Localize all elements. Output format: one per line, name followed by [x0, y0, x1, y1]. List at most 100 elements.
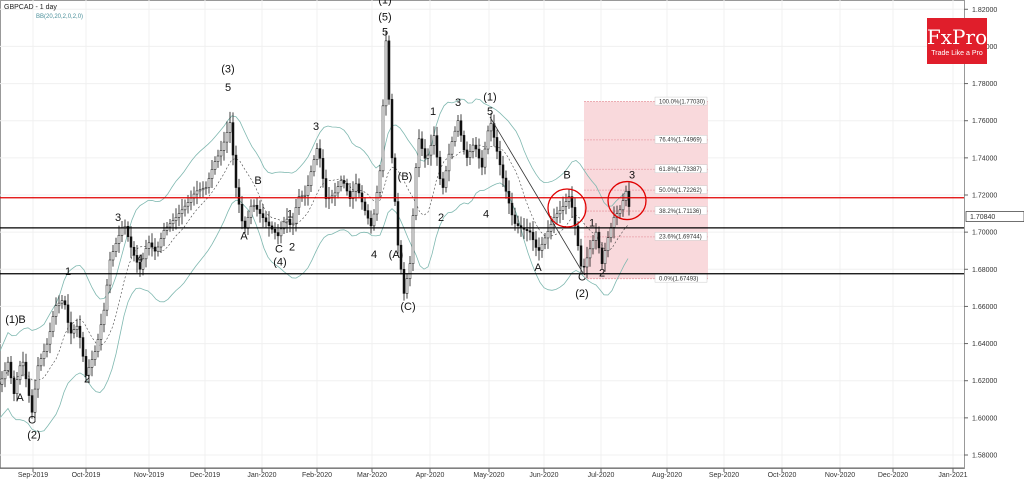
candle-body [288, 218, 292, 225]
fib-label-box [654, 96, 708, 106]
candle-body [30, 395, 34, 413]
wave-label: 5 [382, 26, 388, 38]
candle-body [66, 304, 70, 323]
candle-body [363, 201, 367, 211]
candle-body [405, 278, 409, 294]
candle-body [144, 248, 148, 260]
candle-body [573, 207, 577, 227]
candle-body [555, 213, 559, 218]
wave-label: 4 [137, 253, 143, 265]
candle-body [423, 148, 427, 159]
candle-body [483, 148, 487, 168]
fxpro-logo: FxPro Trade Like a Pro [927, 18, 987, 64]
wave-label: 2 [438, 212, 444, 224]
wave-label: A [16, 392, 24, 404]
candle-body [612, 217, 616, 228]
candle-body [147, 242, 151, 249]
candle-body [186, 202, 190, 207]
candle-body [408, 263, 412, 279]
candle-body [156, 246, 160, 252]
bollinger-upper [0, 98, 629, 352]
candle-body [558, 210, 562, 215]
candle-body [171, 220, 175, 225]
logo-background [927, 18, 987, 64]
candle-body [465, 149, 469, 158]
candle-body [480, 157, 484, 168]
wave-label: 3 [455, 97, 461, 109]
candle-body [351, 191, 355, 199]
candle-body [441, 178, 445, 188]
wave-label: C [28, 414, 36, 426]
candle-body [489, 123, 493, 132]
candle-body [141, 258, 145, 270]
candle-body [336, 186, 340, 194]
candle-body [594, 231, 598, 241]
candle-body [222, 141, 226, 151]
candle-body [297, 196, 301, 208]
wave-label: 1 [430, 106, 436, 118]
candle-body [339, 180, 343, 187]
candle-body [138, 262, 142, 270]
candle-body [354, 183, 358, 192]
current-price-label: 1.70840 [970, 214, 995, 221]
highlight-circle [547, 188, 587, 228]
fib-level-label: 23.6%(1.69744) [659, 235, 702, 241]
candle-body [324, 178, 328, 199]
candle-body [372, 213, 376, 227]
y-tick-label: 1.70000 [972, 230, 997, 237]
wave-label: 4 [483, 208, 489, 220]
candle-body [96, 339, 100, 352]
candle-body [537, 247, 541, 251]
candle-body [534, 239, 538, 248]
candle-body [570, 196, 574, 208]
candle-body [174, 217, 178, 221]
candle-body [165, 226, 169, 231]
candle-body [282, 221, 286, 230]
candle-body [129, 236, 133, 248]
y-tick-label: 1.58000 [972, 453, 997, 460]
candle-body [81, 337, 85, 357]
candle-body [99, 324, 103, 340]
fib-label-box [654, 206, 708, 215]
candle-body [495, 137, 499, 152]
candle-body [627, 191, 631, 207]
candle-body [456, 120, 460, 132]
candle-body [114, 243, 118, 252]
wave-label: B [18, 314, 25, 326]
candle-body [357, 183, 361, 194]
candle-body [261, 213, 265, 218]
wave-label: 2 [599, 268, 605, 280]
x-tick-label: Oct-2019 [72, 472, 101, 479]
candle-body [315, 148, 319, 160]
x-tick-label: Sep-2019 [18, 472, 48, 479]
fib-label-box [654, 232, 708, 241]
candle-body [12, 377, 16, 394]
candle-body [183, 205, 187, 211]
fib-label-box [654, 164, 708, 173]
logo-tagline: Trade Like a Pro [931, 50, 983, 57]
candle-body [531, 231, 535, 241]
x-tick-label: Dec-2020 [878, 472, 908, 479]
candle-body [498, 151, 502, 166]
fib-level-label: 100.0%(1.77030) [659, 99, 705, 105]
candle-body [504, 177, 508, 192]
candle-body [6, 361, 10, 371]
fib-level-label: 50.0%(1.72262) [659, 188, 702, 194]
x-tick-label: Nov-2019 [134, 472, 164, 479]
wave-label: 5 [487, 106, 493, 118]
wave-label: 4 [371, 249, 377, 261]
candle-body [411, 215, 415, 264]
x-tick-label: Apr-2020 [416, 472, 445, 479]
candle-body [510, 202, 514, 216]
candle-body [3, 370, 7, 380]
candle-body [87, 367, 91, 376]
candle-body [291, 222, 295, 225]
wave-label: (2) [27, 429, 40, 441]
candle-body [591, 240, 595, 250]
bollinger-bands [0, 98, 629, 433]
candle-body [0, 378, 4, 385]
wave-label: B [254, 175, 261, 187]
candle-body [348, 190, 352, 199]
candle-body [576, 225, 580, 247]
x-tick-label: Dec-2019 [190, 472, 220, 479]
